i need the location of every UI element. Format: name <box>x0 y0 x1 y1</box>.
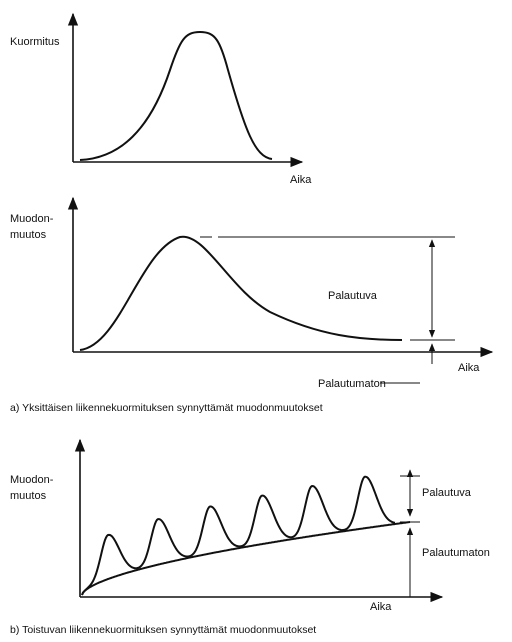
x-label: Aika <box>458 362 480 374</box>
x-label: Aika <box>290 174 312 186</box>
base-curve <box>81 521 411 596</box>
y-label: Muodon- <box>10 474 54 486</box>
load-curve <box>79 30 273 161</box>
cyclic-curve <box>81 475 396 596</box>
permanent-label: Palautumaton <box>422 547 490 559</box>
panel-repeated: Muodon- muutos Aika Palautuva Palautumat… <box>10 438 490 636</box>
y-label: Muodon- <box>10 213 54 225</box>
caption: a) Yksittäisen liikennekuormituksen synn… <box>10 402 323 414</box>
panel-single: Muodon- muutos Aika Palautuva Palautumat… <box>10 196 494 414</box>
y-label: Kuormitus <box>10 36 60 48</box>
y-label: muutos <box>10 229 47 241</box>
panel-load: Kuormitus Aika <box>10 12 312 186</box>
permanent-label: Palautumaton <box>318 378 386 390</box>
deformation-curve <box>79 235 403 351</box>
x-label: Aika <box>370 601 392 613</box>
recoverable-label: Palautuva <box>328 290 378 302</box>
recoverable-label: Palautuva <box>422 487 472 499</box>
y-label: muutos <box>10 490 47 502</box>
caption: b) Toistuvan liikennekuormituksen synnyt… <box>10 624 316 636</box>
